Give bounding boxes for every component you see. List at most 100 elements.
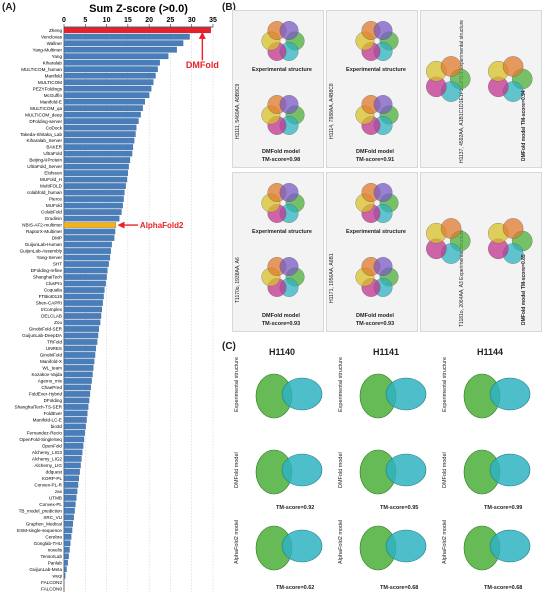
- category-label: DFolding-refine: [31, 268, 63, 273]
- bar-takeda-shitaka-lab: [63, 131, 136, 138]
- category-label: OpenFold: [42, 443, 63, 448]
- bar-wuqi: [63, 572, 66, 579]
- bar-grudinin: [63, 215, 120, 222]
- experimental-label: Experimental structure: [252, 67, 312, 73]
- x-tick-label: 15: [124, 17, 132, 24]
- model-structure-icon: [488, 56, 533, 102]
- category-label: wuqi: [53, 573, 62, 578]
- category-label: DELCLAB: [41, 314, 62, 319]
- structure-cell: H1171, 1956AA, A6B1 Experimental structur…: [326, 172, 418, 332]
- category-label: WL_team: [42, 366, 62, 371]
- protein-structure-icon: [255, 373, 323, 419]
- bar-raptorx-multimer: [63, 228, 116, 235]
- model-label: DMFold model: [356, 149, 394, 155]
- protein-structure-icon: [255, 449, 323, 495]
- category-label: RaptorX-Multimer: [26, 229, 62, 234]
- bar-convex-pl-r: [63, 481, 79, 488]
- bar-openfold-singleseq: [63, 436, 85, 443]
- category-label: zax: [55, 489, 63, 494]
- bar-guijunlab-deepda: [63, 332, 99, 339]
- experimental-structure-icon: [261, 21, 305, 61]
- category-label: trComplex: [41, 307, 63, 312]
- category-label: TRFold: [47, 340, 63, 345]
- bar-pierce: [63, 196, 124, 202]
- category-label: Manifold-LC-E: [33, 418, 62, 423]
- category-label: GuijunLab-DeepDA: [22, 333, 63, 338]
- model-structure-icon: [261, 95, 305, 135]
- category-label: MULTICOM_human: [21, 67, 62, 72]
- category-label: Kozakov-Vajda: [31, 372, 62, 377]
- bar-ultrafold: [63, 150, 133, 157]
- bar-shanghaitech-ts-ser: [63, 404, 89, 410]
- structure-cell: T1170o, 1938AA, A6 Experimental structure…: [232, 172, 324, 332]
- row-label: Experimental structure: [442, 356, 448, 412]
- category-label: Pierce: [49, 197, 62, 202]
- bar-multicom: [63, 79, 154, 86]
- category-label: colabfold_human: [27, 190, 62, 195]
- model-structure-icon: [261, 257, 305, 297]
- category-label: Alchemy_LIG2: [32, 456, 63, 461]
- bar-pezyfoldings: [63, 85, 152, 92]
- column-title: H1141: [372, 347, 400, 357]
- bar-baker: [63, 144, 134, 150]
- category-label: Zou: [54, 320, 62, 325]
- category-label: CoDock: [46, 125, 63, 130]
- category-label: GinobiFold: [40, 353, 63, 358]
- category-label: Coqualia: [44, 288, 63, 293]
- panel-b-label: (B): [222, 2, 236, 13]
- protein-structure-icon: [359, 525, 427, 571]
- x-tick-label: 20: [145, 17, 153, 24]
- experimental-structure-icon: [426, 218, 471, 264]
- category-label: GuijunLab-Assembly: [20, 249, 63, 254]
- target-label: H1111, 5460AA, A9B9C9: [235, 83, 241, 139]
- category-label: Panlab: [48, 560, 63, 565]
- category-label: MULTICOM_deep: [25, 112, 62, 117]
- category-label: McGuffin: [44, 93, 63, 98]
- bar-dfolding-refine: [63, 267, 108, 274]
- bar-elofsson: [63, 170, 128, 176]
- bar-trcomplex: [63, 306, 102, 313]
- category-label: MultiFOLD: [40, 184, 63, 189]
- experimental-label: Experimental structure: [346, 67, 406, 73]
- bar-yang-server: [63, 254, 111, 261]
- bar-sht: [63, 261, 109, 267]
- alphafold2-tm-score: TM-score=0.62: [276, 585, 315, 591]
- category-label: FALCON2: [41, 580, 62, 585]
- bar-panlab: [63, 559, 68, 566]
- bar-tb-model-prediction: [63, 507, 75, 514]
- protein-structure-icon: [463, 449, 531, 495]
- category-label: ClusPro: [46, 281, 63, 286]
- bar-ultrafold-server: [63, 163, 129, 170]
- category-label: PEZYFoldings: [33, 86, 63, 91]
- bar-kozakov-vajda: [63, 371, 93, 378]
- structure-cell: T1181o, 2064AA, A3 Experimental structur…: [420, 172, 542, 332]
- experimental-structure-icon: [426, 56, 471, 102]
- category-label: FALCON0: [41, 586, 62, 591]
- row-label: DMFold model: [338, 452, 344, 488]
- category-label: UltraFold_Server: [27, 164, 62, 169]
- category-label: MUFold_H: [40, 177, 62, 182]
- category-label: UNRES: [46, 346, 62, 351]
- category-label: UltraFold: [43, 151, 62, 156]
- model-structure-icon: [355, 257, 399, 297]
- bar-chaepred: [63, 384, 91, 391]
- row-label: Experimental structure: [234, 356, 240, 412]
- experimental-label: Experimental structure: [252, 229, 312, 235]
- bar-zheng: [63, 27, 211, 34]
- category-label: Wallner: [47, 41, 63, 46]
- bar-gonglab-thu: [63, 540, 71, 547]
- category-label: FoldEver: [44, 411, 63, 416]
- bar-multicom-qa: [63, 105, 143, 112]
- category-label: FoldEver-Hybrid: [29, 392, 63, 397]
- category-label: BAKER: [46, 145, 62, 150]
- category-label: Kiharalab: [43, 60, 63, 65]
- bar-zou: [63, 319, 101, 326]
- tm-score-label: TM-score=0.93: [261, 321, 301, 327]
- category-label: noxelis: [48, 547, 63, 552]
- bar-kiharalab-server: [63, 137, 135, 144]
- category-label: Zheng: [49, 28, 62, 33]
- bar-convex-pl: [63, 501, 76, 508]
- model-label: DMFold model: [356, 313, 394, 319]
- category-label: GuijunLab-Human: [25, 242, 63, 247]
- alphafold2-tm-score: TM-score=0.68: [380, 585, 419, 591]
